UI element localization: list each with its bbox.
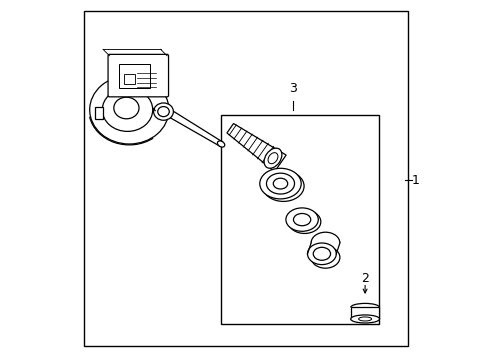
Ellipse shape — [310, 247, 339, 268]
Ellipse shape — [266, 173, 294, 194]
Polygon shape — [226, 123, 285, 172]
Ellipse shape — [273, 178, 287, 189]
Text: 3: 3 — [288, 82, 296, 95]
Text: 2: 2 — [361, 273, 368, 285]
Bar — [118, 64, 150, 88]
Ellipse shape — [313, 247, 330, 260]
Ellipse shape — [307, 243, 336, 265]
Ellipse shape — [114, 97, 139, 119]
Ellipse shape — [267, 153, 277, 164]
Ellipse shape — [288, 210, 320, 234]
Ellipse shape — [259, 168, 301, 199]
Bar — [123, 74, 134, 84]
Bar — [350, 307, 379, 319]
Ellipse shape — [153, 103, 173, 120]
Bar — [95, 107, 103, 119]
Text: 1: 1 — [411, 174, 419, 186]
Ellipse shape — [358, 317, 371, 321]
FancyBboxPatch shape — [108, 54, 168, 97]
Ellipse shape — [293, 213, 310, 226]
Ellipse shape — [262, 171, 304, 202]
Ellipse shape — [350, 315, 379, 323]
Ellipse shape — [285, 208, 318, 231]
Ellipse shape — [217, 141, 224, 147]
Ellipse shape — [102, 88, 152, 131]
Ellipse shape — [158, 107, 169, 117]
Ellipse shape — [264, 148, 281, 168]
Bar — [221, 115, 379, 324]
Ellipse shape — [89, 76, 168, 144]
